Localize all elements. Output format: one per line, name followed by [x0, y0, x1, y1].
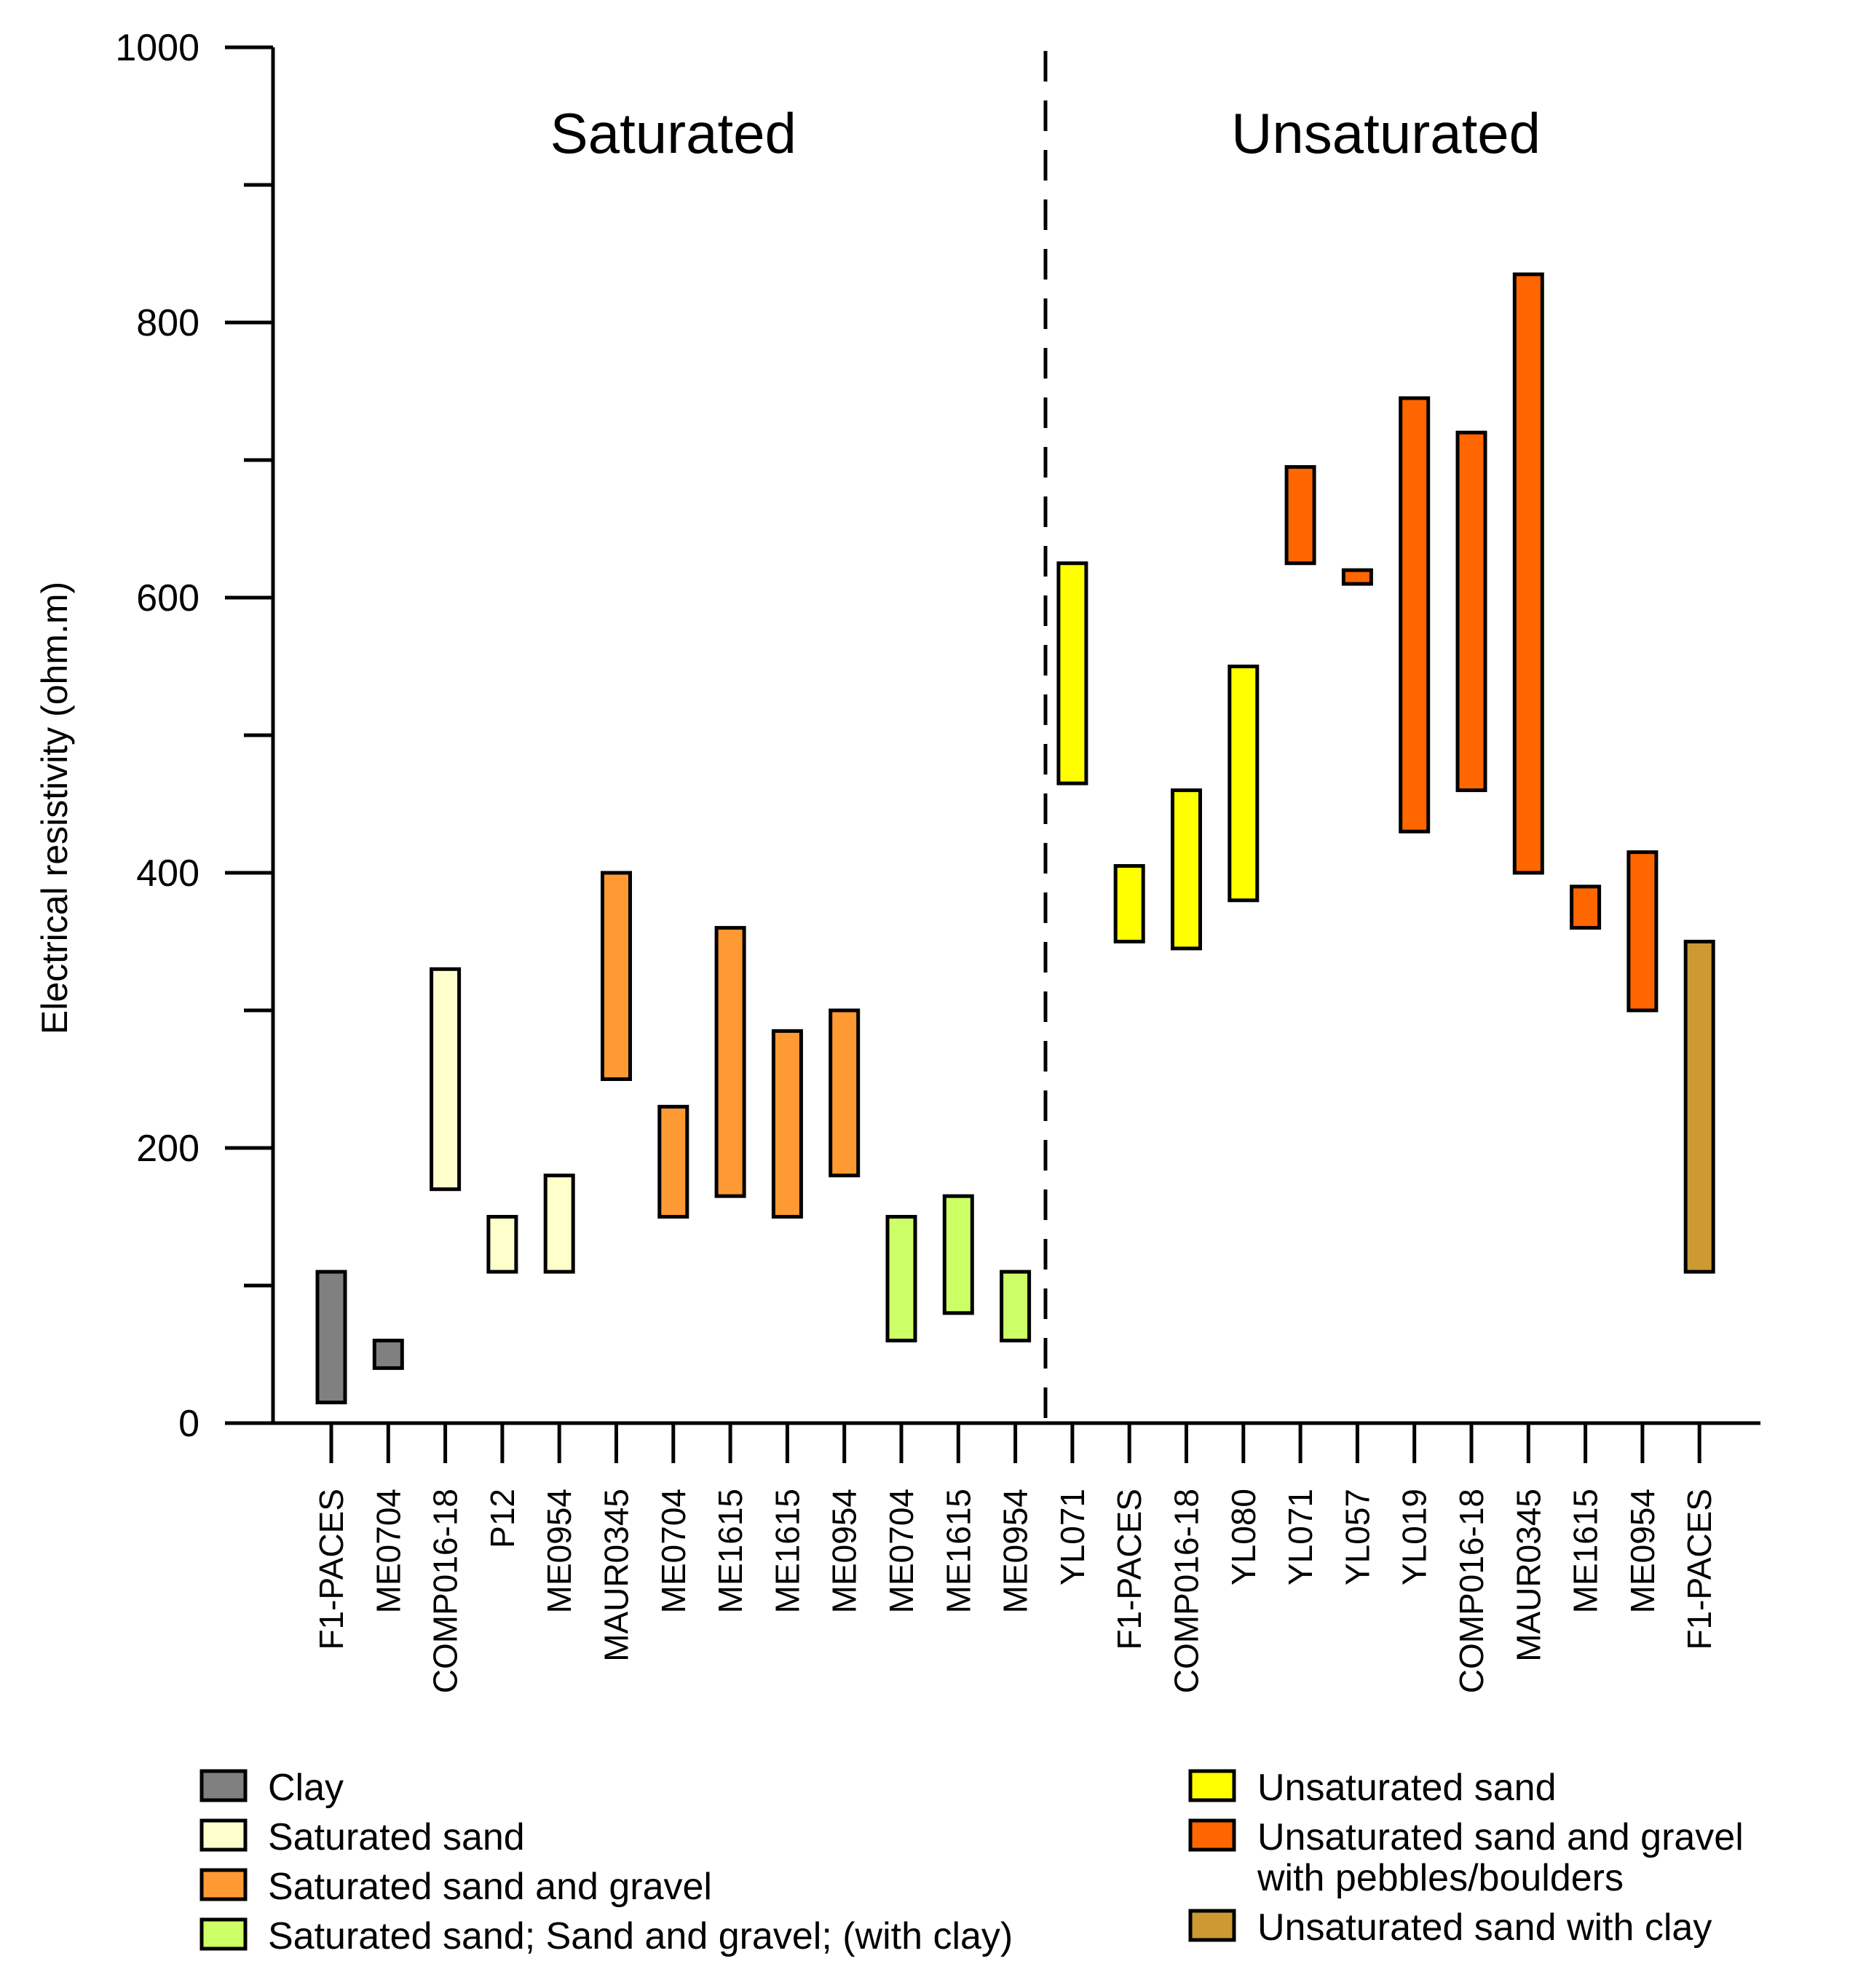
category-label: YL071 — [1281, 1489, 1319, 1585]
legend-label: Unsaturated sand with clay — [1257, 1906, 1712, 1949]
legend-label: Saturated sand and gravel — [268, 1866, 712, 1908]
category-label: P12 — [483, 1489, 521, 1548]
y-tick-label: 800 — [136, 302, 199, 344]
category-label: YL080 — [1225, 1489, 1262, 1585]
range-bar — [1113, 864, 1145, 944]
range-bar — [1000, 1270, 1032, 1343]
category-label: MAUR0345 — [598, 1489, 636, 1662]
category-label: ME0704 — [882, 1489, 920, 1613]
range-bar — [885, 1215, 917, 1343]
category-label: F1-PACES — [312, 1489, 350, 1650]
category-label: ME1615 — [711, 1489, 749, 1613]
range-bar — [1171, 788, 1202, 951]
y-tick-label: 600 — [136, 577, 199, 619]
category-label: YL071 — [1054, 1489, 1091, 1585]
category-label: ME1615 — [768, 1489, 806, 1613]
legend-label: Unsaturated sand and gravel — [1257, 1816, 1744, 1858]
range-bar — [714, 926, 746, 1198]
range-bar — [942, 1194, 974, 1315]
range-bar — [1228, 665, 1260, 903]
category-label: ME0954 — [540, 1489, 578, 1613]
legend-label: Saturated sand; Sand and gravel; (with c… — [268, 1915, 1013, 1957]
y-tick-label: 1000 — [115, 27, 199, 69]
region-label: Saturated — [550, 101, 796, 165]
category-label: ME1615 — [939, 1489, 977, 1613]
legend-label: with pebbles/boulders — [1257, 1857, 1624, 1899]
category-label: ME1615 — [1567, 1489, 1605, 1613]
category-label: ME0954 — [997, 1489, 1035, 1613]
category-label: F1-PACES — [1680, 1489, 1718, 1650]
category-label: YL057 — [1338, 1489, 1376, 1585]
range-bar — [1056, 561, 1088, 785]
range-bar — [601, 871, 632, 1081]
y-axis-title: Electrical resistivity (ohm.m) — [34, 582, 75, 1034]
y-tick-label: 200 — [136, 1128, 199, 1170]
range-bar — [771, 1029, 803, 1219]
range-bar — [1341, 568, 1373, 586]
category-label: ME0704 — [369, 1489, 407, 1613]
legend-swatch — [1188, 1818, 1236, 1852]
category-label: F1-PACES — [1110, 1489, 1148, 1650]
range-bar — [1683, 940, 1715, 1274]
category-label: ME0704 — [655, 1489, 692, 1613]
category-label: ME0954 — [826, 1489, 863, 1613]
legend-label: Clay — [268, 1767, 344, 1809]
range-bar — [1399, 396, 1431, 833]
range-bar — [1570, 884, 1602, 930]
range-bar — [1284, 464, 1316, 566]
region-label: Unsaturated — [1231, 101, 1541, 165]
legend-swatch — [1188, 1769, 1236, 1802]
range-bar — [657, 1104, 689, 1219]
legend-label: Unsaturated sand — [1257, 1767, 1557, 1809]
category-label: COMP016-18 — [427, 1489, 465, 1693]
category-label: COMP016-18 — [1168, 1489, 1206, 1693]
range-bar — [1512, 272, 1544, 875]
range-bar — [486, 1215, 518, 1274]
range-bar — [829, 1008, 861, 1178]
legend-swatch — [1188, 1909, 1236, 1942]
category-label: ME0954 — [1624, 1489, 1661, 1613]
range-bar — [315, 1270, 347, 1405]
range-bar — [1455, 430, 1487, 793]
range-bar — [1626, 850, 1659, 1013]
category-label: MAUR0345 — [1509, 1489, 1547, 1662]
range-bar — [430, 967, 462, 1192]
range-bar — [543, 1173, 575, 1274]
legend-swatch — [199, 1917, 248, 1951]
category-label: YL019 — [1396, 1489, 1434, 1585]
legend-swatch — [199, 1868, 248, 1901]
range-bar — [372, 1339, 404, 1370]
legend-label: Saturated sand — [268, 1816, 525, 1858]
legend-swatch — [199, 1818, 248, 1852]
category-label: COMP016-18 — [1452, 1489, 1490, 1693]
y-tick-label: 0 — [178, 1403, 199, 1445]
y-tick-label: 400 — [136, 852, 199, 895]
legend-swatch — [199, 1769, 248, 1802]
